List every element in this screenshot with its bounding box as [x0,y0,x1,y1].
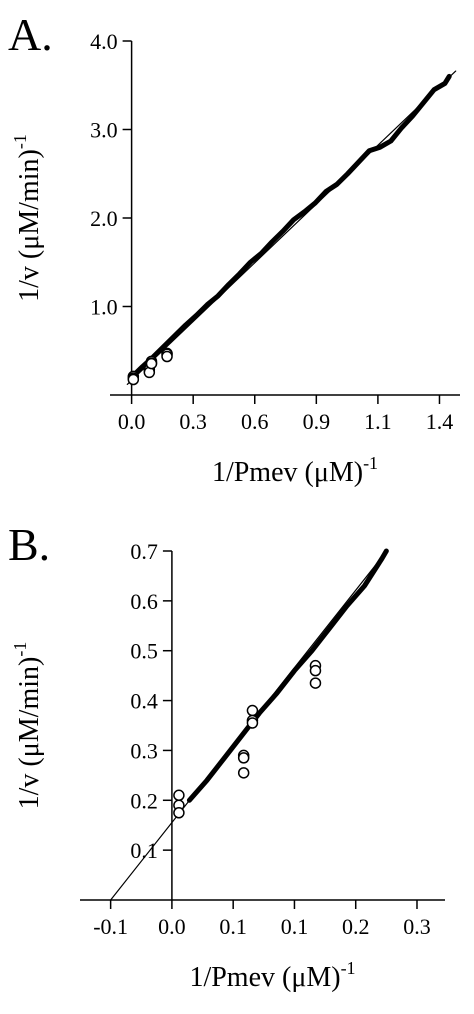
x-axis-label-exponent: -1 [363,453,378,473]
panel-label: A. [8,9,53,60]
x-tick-label: 0.1 [281,914,309,939]
x-tick-label: 0.6 [241,409,269,434]
y-tick-label: 3.0 [90,118,118,143]
y-tick-label: 2.0 [90,206,118,231]
y-axis-label-exponent: -1 [10,642,30,657]
y-axis-label: 1/v (μM/min)-1 [10,642,45,810]
data-line [126,70,457,385]
data-line [129,73,452,380]
data-point [246,704,259,717]
data-point [173,789,185,802]
x-tick-label: -0.1 [93,914,128,939]
x-tick-label: 0.1 [219,914,247,939]
x-tick-label: 1.1 [364,409,392,434]
y-tick-label: 0.3 [130,738,158,763]
x-tick-label: 0.9 [303,409,331,434]
y-tick-label: 0.6 [130,589,158,614]
x-tick-label: 0.2 [342,914,370,939]
y-tick-label: 1.0 [90,295,118,320]
data-point [145,357,158,370]
y-tick-label: 0.4 [130,689,158,714]
y-tick-label: 0.2 [130,788,158,813]
y-axis-label: 1/v (μM/min)-1 [10,134,45,302]
y-axis-label-text: 1/v (μM/min) [14,657,45,810]
x-axis-label: 1/Pmev (μM)-1 [189,958,355,993]
y-tick-label: 0.7 [130,539,158,564]
x-tick-label: 0.0 [118,409,146,434]
data-point [161,350,173,363]
data-point [246,717,259,729]
data-point [237,752,250,764]
x-axis-label-text: 1/Pmev (μM) [212,457,363,488]
x-tick-label: 0.3 [179,409,207,434]
data-point [309,664,322,677]
x-tick-label: 0.3 [403,914,431,939]
data-line [186,548,389,803]
y-tick-label: 0.1 [130,838,158,863]
y-axis-label-text: 1/v (μM/min) [14,149,45,302]
data-point [237,767,250,779]
y-axis-label-exponent: -1 [10,134,30,149]
data-point [309,677,322,689]
y-tick-label: 0.5 [130,639,158,664]
x-axis-label-exponent: -1 [341,958,356,978]
y-tick-label: 4.0 [90,29,118,54]
data-point [127,373,140,386]
x-tick-label: 1.4 [426,409,454,434]
x-tick-label: 0.0 [158,914,186,939]
data-point [173,807,185,819]
panel-label: B. [8,519,50,570]
x-axis-label: 1/Pmev (μM)-1 [212,453,378,488]
x-axis-label-text: 1/Pmev (μM) [189,962,340,993]
